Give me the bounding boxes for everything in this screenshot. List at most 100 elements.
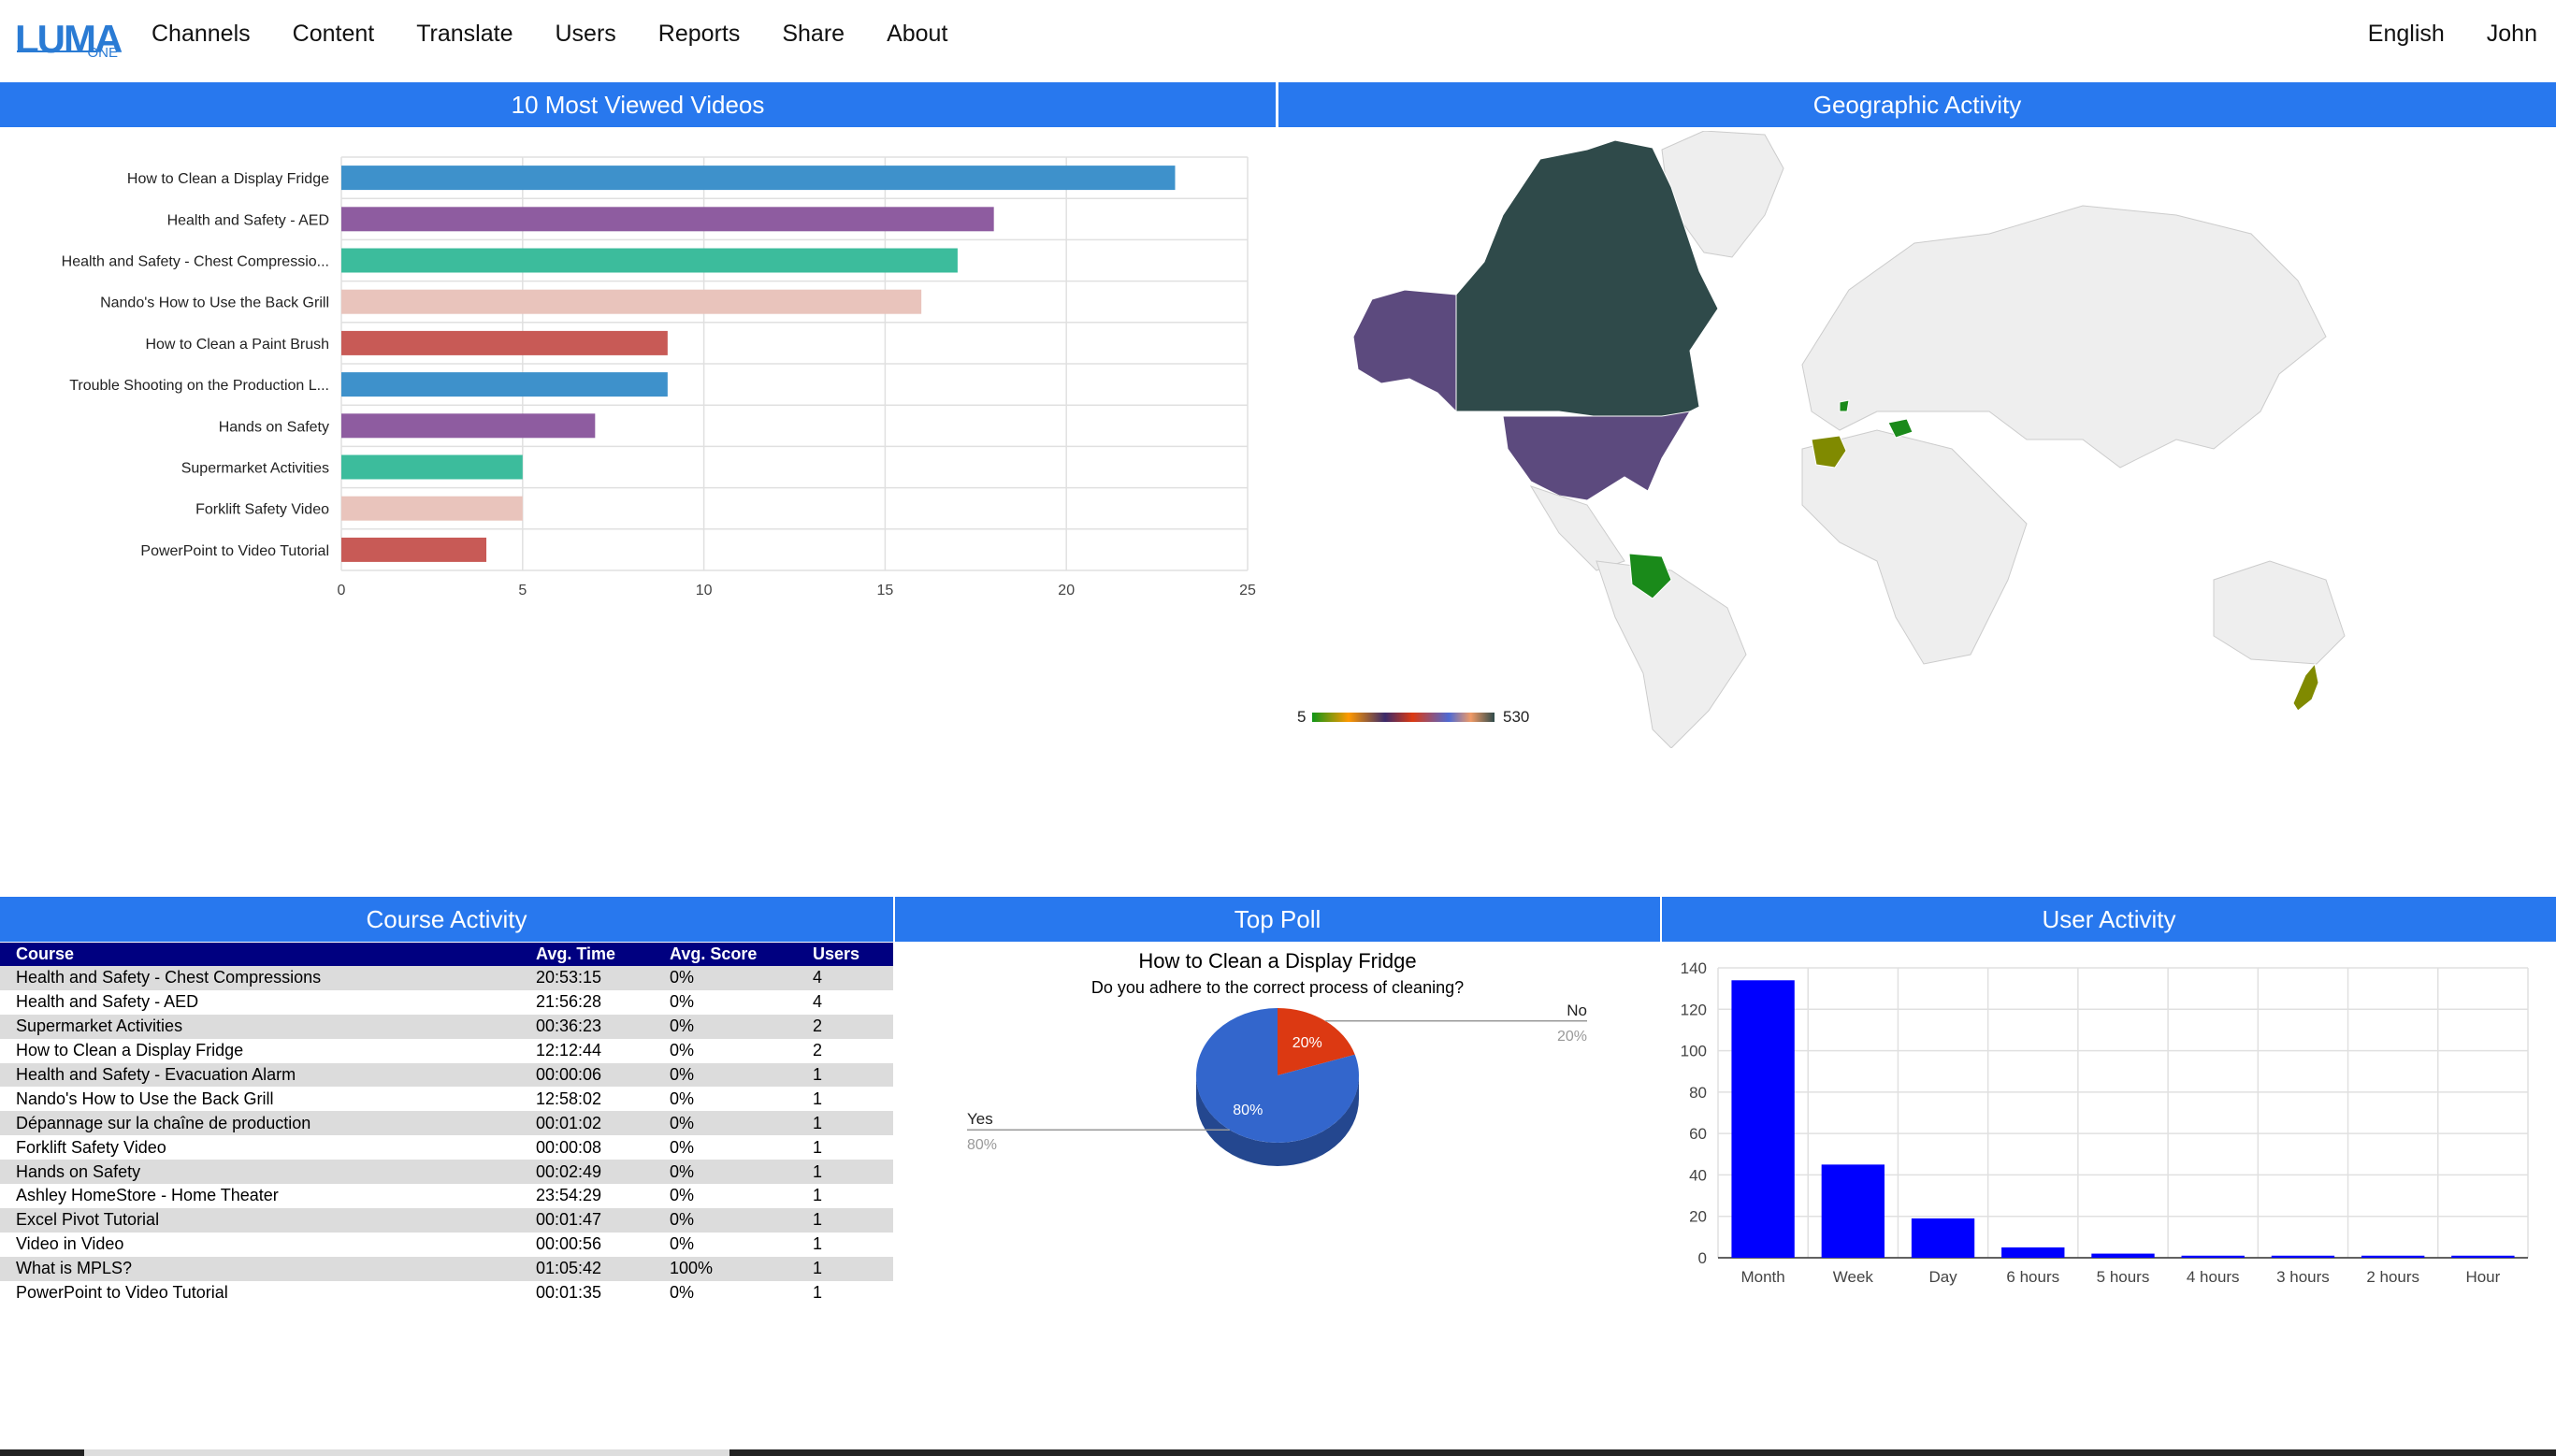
- pie-slice[interactable]: [1196, 1008, 1359, 1143]
- video-category-label: Nando's How to Use the Back Grill: [100, 296, 329, 311]
- pie-slice-pct: 80%: [1233, 1103, 1263, 1118]
- cell-users: 1: [797, 1280, 893, 1305]
- cell-avg-time: 00:01:02: [520, 1111, 654, 1136]
- col-avg-score: Avg. Score: [654, 943, 797, 966]
- col-avg-time: Avg. Time: [520, 943, 654, 966]
- nav-content[interactable]: Content: [292, 20, 375, 47]
- video-category-label: How to Clean a Display Fridge: [127, 171, 329, 187]
- cell-avg-time: 23:54:29: [520, 1184, 654, 1208]
- video-bar[interactable]: [341, 166, 1176, 191]
- y-tick-label: 120: [1681, 1001, 1707, 1018]
- table-row[interactable]: Excel Pivot Tutorial 00:01:47 0% 1: [0, 1207, 893, 1233]
- cell-course: Health and Safety - Evacuation Alarm: [0, 1062, 520, 1088]
- cell-course: Hands on Safety: [0, 1160, 520, 1185]
- table-row[interactable]: Supermarket Activities 00:36:23 0% 2: [0, 1014, 893, 1039]
- table-row[interactable]: How to Clean a Display Fridge 12:12:44 0% 2: [0, 1038, 893, 1063]
- video-category-label: Health and Safety - Chest Compressio...: [62, 254, 329, 270]
- nav-channels[interactable]: Channels: [152, 20, 251, 47]
- new-zealand-shape[interactable]: [2292, 662, 2319, 712]
- nav-reports[interactable]: Reports: [657, 20, 741, 47]
- course-panel-header: Course Activity: [0, 897, 893, 942]
- col-users: Users: [797, 943, 893, 966]
- cell-users: 1: [797, 1062, 893, 1088]
- x-tick-label: Day: [1928, 1268, 1957, 1286]
- language-selector[interactable]: English: [2367, 20, 2445, 47]
- cell-users: 2: [797, 1014, 893, 1039]
- video-bar[interactable]: [341, 413, 596, 439]
- luma-one-logo[interactable]: LUMA ONE: [15, 17, 123, 62]
- video-bar[interactable]: [341, 496, 523, 521]
- video-category-label: Trouble Shooting on the Production L...: [69, 378, 329, 394]
- romania-shape[interactable]: [1887, 418, 1913, 439]
- table-row[interactable]: Health and Safety - Evacuation Alarm 00:0…: [0, 1062, 893, 1088]
- poll-pie-chart: How to Clean a Display Fridge Do you adhe…: [967, 949, 1587, 1166]
- colombia-shape[interactable]: [1628, 553, 1672, 599]
- video-bar[interactable]: [341, 330, 668, 355]
- video-bar[interactable]: [341, 289, 922, 314]
- cell-avg-time: 20:53:15: [520, 966, 654, 990]
- table-row[interactable]: Dépannage sur la chaîne de production 00:…: [0, 1111, 893, 1136]
- y-tick-label: 60: [1689, 1125, 1707, 1143]
- table-row[interactable]: Hands on Safety 00:02:49 0% 1: [0, 1160, 893, 1185]
- table-row[interactable]: What is MPLS? 01:05:42 100% 1: [0, 1256, 893, 1281]
- user-activity-bar[interactable]: [1731, 980, 1795, 1258]
- user-activity-bar[interactable]: [2091, 1253, 2155, 1258]
- pie-slice[interactable]: [1278, 1008, 1355, 1075]
- video-bar[interactable]: [341, 372, 668, 397]
- x-tick-label: Week: [1833, 1268, 1874, 1286]
- video-bar[interactable]: [341, 537, 487, 562]
- table-row[interactable]: Ashley HomeStore - Home Theater 23:54:29 0…: [0, 1184, 893, 1208]
- geo-panel-header: Geographic Activity: [1278, 82, 2556, 127]
- video-category-label: PowerPoint to Video Tutorial: [140, 543, 329, 559]
- table-row[interactable]: Health and Safety - AED 21:56:28 0% 4: [0, 989, 893, 1015]
- video-bar[interactable]: [341, 248, 958, 273]
- table-row[interactable]: Health and Safety - Chest Compressions 20…: [0, 966, 893, 990]
- user-activity-panel-header: User Activity: [1662, 897, 2556, 942]
- x-tick-label: 0: [338, 583, 346, 598]
- user-menu[interactable]: John: [2486, 20, 2537, 47]
- user-activity-bar[interactable]: [2271, 1255, 2335, 1258]
- cell-course: Ashley HomeStore - Home Theater: [0, 1184, 520, 1208]
- nav-share[interactable]: Share: [782, 20, 845, 47]
- table-row[interactable]: Nando's How to Use the Back Grill 12:58:0…: [0, 1087, 893, 1112]
- x-tick-label: 25: [1239, 583, 1256, 598]
- poll-title: How to Clean a Display Fridge: [1138, 949, 1416, 973]
- video-category-label: Supermarket Activities: [181, 461, 329, 477]
- user-activity-bar[interactable]: [1911, 1218, 1975, 1258]
- video-category-label: How to Clean a Paint Brush: [145, 337, 329, 353]
- cell-avg-time: 00:00:06: [520, 1062, 654, 1088]
- pie-legend-label: Yes: [967, 1110, 993, 1128]
- spain-shape[interactable]: [1811, 435, 1847, 469]
- nav-translate[interactable]: Translate: [416, 20, 513, 47]
- nav-about[interactable]: About: [887, 20, 948, 47]
- table-row[interactable]: Video in Video 00:00:56 0% 1: [0, 1232, 893, 1257]
- video-bar[interactable]: [341, 454, 523, 480]
- user-activity-bar[interactable]: [2361, 1255, 2425, 1258]
- video-category-label: Health and Safety - AED: [167, 212, 329, 228]
- table-row[interactable]: PowerPoint to Video Tutorial 00:01:35 0% 1: [0, 1280, 893, 1305]
- australia-shape: [2213, 560, 2346, 665]
- usa-shape[interactable]: [1502, 411, 1691, 501]
- user-activity-bar[interactable]: [2451, 1255, 2515, 1258]
- nav-users[interactable]: Users: [555, 20, 616, 47]
- cell-avg-score: 0%: [654, 1280, 797, 1305]
- scrollbar-thumb[interactable]: [84, 1449, 729, 1456]
- table-row[interactable]: Forklift Safety Video 00:00:08 0% 1: [0, 1135, 893, 1160]
- y-tick-label: 0: [1698, 1249, 1707, 1267]
- uk-shape[interactable]: [1839, 399, 1850, 412]
- user-activity-bar[interactable]: [2001, 1247, 2065, 1258]
- cell-avg-time: 00:36:23: [520, 1014, 654, 1039]
- world-map: 5 530: [1297, 131, 2346, 748]
- horizontal-scrollbar[interactable]: [0, 1449, 2556, 1456]
- main-nav: Channels Content Translate Users Reports…: [152, 0, 989, 67]
- x-tick-label: 5 hours: [2097, 1268, 2150, 1286]
- alaska-shape[interactable]: [1352, 289, 1457, 413]
- south-america-shape: [1596, 560, 1747, 748]
- user-activity-bar[interactable]: [2181, 1255, 2245, 1258]
- cell-course: Excel Pivot Tutorial: [0, 1207, 520, 1233]
- cell-course: What is MPLS?: [0, 1256, 520, 1281]
- user-activity-bar[interactable]: [1821, 1164, 1885, 1258]
- cell-avg-score: 0%: [654, 1038, 797, 1063]
- user-activity-bar-chart: 0 20 40 60 80 100 120 140 Month Week Day 6 hours 5 h…: [1681, 959, 2529, 1286]
- video-bar[interactable]: [341, 207, 994, 232]
